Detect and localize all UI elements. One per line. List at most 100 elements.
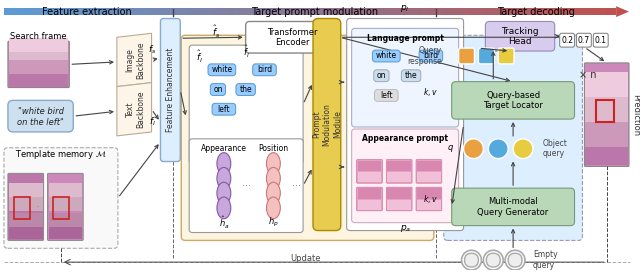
Text: $p_a$: $p_a$ — [399, 223, 411, 234]
Bar — [45, 8, 50, 15]
Bar — [371, 8, 377, 15]
Bar — [193, 8, 198, 15]
Bar — [152, 8, 157, 15]
Ellipse shape — [217, 168, 231, 189]
Bar — [259, 8, 264, 15]
Bar — [177, 8, 183, 15]
FancyBboxPatch shape — [8, 100, 74, 132]
Bar — [438, 8, 443, 15]
Bar — [70, 8, 76, 15]
Bar — [29, 8, 35, 15]
FancyBboxPatch shape — [452, 82, 575, 119]
Bar — [300, 8, 305, 15]
FancyBboxPatch shape — [486, 253, 500, 267]
Bar — [4, 8, 10, 15]
FancyBboxPatch shape — [189, 45, 303, 163]
Bar — [9, 73, 68, 86]
Bar — [218, 8, 223, 15]
Bar — [545, 8, 550, 15]
FancyBboxPatch shape — [452, 188, 575, 225]
Bar — [606, 8, 611, 15]
Bar — [49, 225, 82, 239]
Bar — [509, 8, 515, 15]
Ellipse shape — [266, 197, 280, 219]
Bar — [14, 197, 29, 219]
Bar — [136, 8, 142, 15]
FancyBboxPatch shape — [444, 35, 582, 240]
Text: $\hat{h}_a$: $\hat{h}_a$ — [218, 215, 229, 231]
Bar — [172, 8, 178, 15]
Bar — [335, 8, 341, 15]
Bar — [596, 8, 601, 15]
Bar — [586, 121, 628, 147]
Text: 0.2: 0.2 — [561, 36, 573, 45]
Bar — [358, 172, 381, 182]
FancyBboxPatch shape — [374, 70, 389, 82]
Bar — [295, 8, 300, 15]
Bar — [428, 8, 433, 15]
Circle shape — [463, 139, 483, 159]
Text: bird: bird — [423, 51, 438, 60]
Bar — [76, 8, 81, 15]
Bar — [9, 60, 68, 74]
Bar — [478, 8, 484, 15]
Bar — [417, 200, 441, 210]
Bar — [14, 8, 20, 15]
Bar — [488, 8, 494, 15]
Text: $\hat{f}_l$: $\hat{f}_l$ — [243, 44, 250, 60]
FancyBboxPatch shape — [8, 41, 69, 88]
Bar — [126, 8, 132, 15]
Circle shape — [483, 250, 503, 270]
Bar — [351, 8, 356, 15]
Bar — [586, 72, 628, 97]
Bar — [433, 8, 438, 15]
Text: Appearance prompt: Appearance prompt — [362, 134, 448, 143]
Bar — [188, 8, 193, 15]
FancyBboxPatch shape — [8, 173, 44, 240]
FancyBboxPatch shape — [372, 50, 400, 62]
Text: Feature extraction: Feature extraction — [42, 7, 132, 17]
Bar — [417, 160, 441, 171]
Bar — [9, 225, 43, 239]
FancyBboxPatch shape — [253, 64, 276, 76]
FancyBboxPatch shape — [161, 18, 180, 162]
Bar — [443, 8, 448, 15]
FancyBboxPatch shape — [189, 139, 303, 233]
FancyBboxPatch shape — [246, 21, 340, 53]
FancyBboxPatch shape — [584, 63, 629, 166]
Text: white: white — [211, 65, 232, 74]
Bar — [60, 8, 65, 15]
Bar — [280, 8, 285, 15]
Bar — [493, 8, 499, 15]
Text: the: the — [239, 85, 252, 94]
Bar — [417, 172, 441, 182]
FancyBboxPatch shape — [577, 33, 591, 47]
FancyBboxPatch shape — [559, 33, 575, 47]
Text: ...: ... — [242, 178, 251, 188]
Ellipse shape — [266, 168, 280, 189]
Bar — [458, 8, 463, 15]
FancyBboxPatch shape — [356, 187, 382, 211]
Bar — [223, 8, 228, 15]
Bar — [358, 188, 381, 199]
Bar — [448, 8, 453, 15]
FancyBboxPatch shape — [416, 160, 442, 183]
Bar — [361, 8, 367, 15]
Bar — [24, 8, 30, 15]
Text: $\hat{f}_l$: $\hat{f}_l$ — [196, 49, 203, 65]
Ellipse shape — [217, 197, 231, 219]
Text: Prediction: Prediction — [632, 94, 640, 136]
Bar — [167, 8, 173, 15]
Circle shape — [461, 250, 481, 270]
Bar — [555, 8, 560, 15]
Bar — [474, 8, 479, 15]
Bar — [358, 160, 381, 171]
FancyBboxPatch shape — [212, 103, 236, 115]
Text: $h_p$: $h_p$ — [268, 216, 279, 229]
Text: Multi-modal
Query Generator: Multi-modal Query Generator — [477, 197, 548, 217]
Text: left: left — [380, 91, 392, 100]
Bar — [402, 8, 407, 15]
Bar — [560, 8, 565, 15]
Text: on: on — [376, 71, 386, 80]
FancyBboxPatch shape — [208, 64, 236, 76]
